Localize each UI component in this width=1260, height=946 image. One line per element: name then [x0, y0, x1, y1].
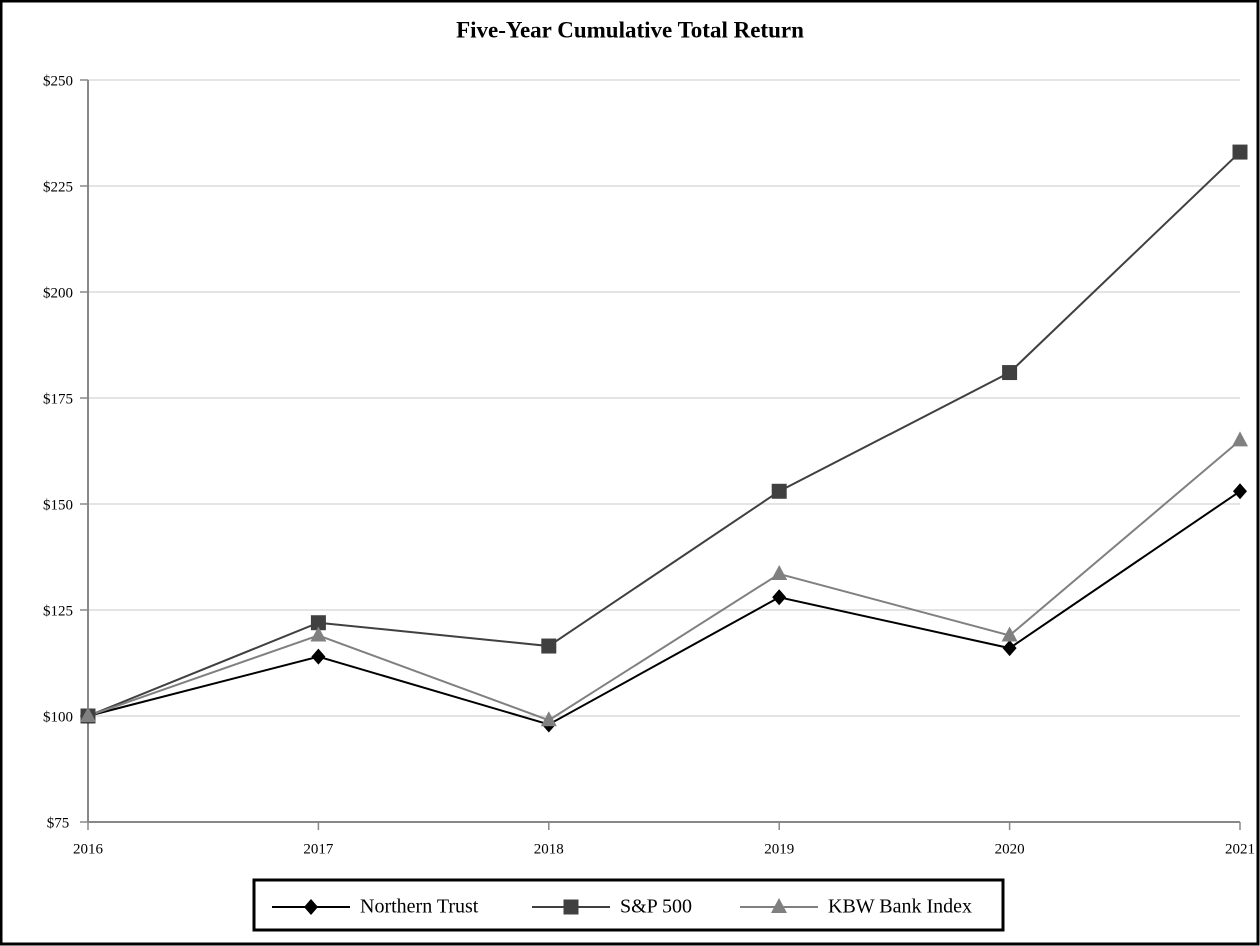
y-tick-label: $225 [43, 179, 73, 195]
legend-label: S&P 500 [620, 896, 692, 918]
data-point [1001, 626, 1018, 642]
legend-marker [563, 899, 579, 915]
data-point [310, 615, 326, 631]
y-tick-label: $200 [43, 285, 73, 301]
legend-marker [304, 899, 318, 915]
data-point [771, 564, 788, 580]
data-point [311, 648, 326, 665]
series-line [87, 490, 1241, 726]
data-point [772, 589, 787, 606]
x-tick-label: 2018 [534, 841, 564, 857]
x-tick-label: 2021 [1225, 841, 1255, 857]
y-tick-label: $75 [47, 815, 70, 831]
data-point [310, 626, 327, 642]
series-line [87, 439, 1241, 722]
legend-label: Northern Trust [360, 896, 479, 918]
data-point [1232, 144, 1248, 160]
y-tick-label: $125 [43, 603, 73, 619]
data-point [1232, 431, 1248, 447]
series-line [87, 151, 1241, 717]
data-point [771, 483, 787, 499]
y-tick-label: $175 [43, 391, 73, 407]
x-tick-label: 2016 [73, 841, 104, 857]
data-point [1002, 365, 1018, 381]
y-tick-label: $250 [43, 73, 73, 89]
x-tick-label: 2019 [764, 841, 794, 857]
data-point [1002, 640, 1017, 657]
y-tick-label: $150 [43, 497, 73, 513]
data-point [1233, 483, 1247, 500]
x-tick-label: 2020 [995, 841, 1025, 857]
y-tick-label: $100 [43, 709, 73, 725]
data-point [80, 707, 96, 722]
data-point [540, 711, 557, 727]
data-point [541, 638, 557, 654]
legend-label: KBW Bank Index [828, 896, 972, 918]
legend-box [252, 878, 1005, 932]
chart-title: Five-Year Cumulative Total Return [456, 17, 804, 42]
x-tick-label: 2017 [303, 841, 334, 857]
legend-marker [771, 898, 787, 913]
